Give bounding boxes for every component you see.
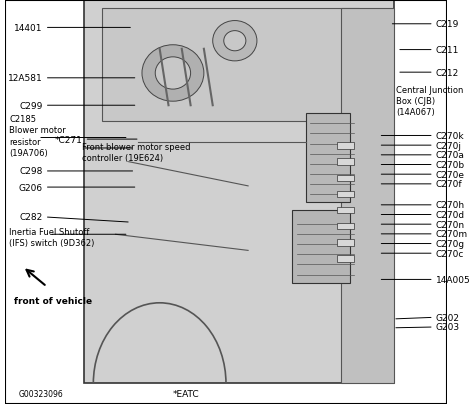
- Text: C282: C282: [19, 213, 43, 222]
- Text: C298: C298: [19, 167, 43, 176]
- Text: C270a: C270a: [436, 151, 465, 160]
- Text: front of vehicle: front of vehicle: [14, 296, 92, 305]
- Bar: [306, 114, 350, 202]
- Bar: [337, 175, 354, 181]
- Text: C270k: C270k: [436, 132, 465, 141]
- Circle shape: [155, 58, 191, 90]
- Bar: [337, 224, 354, 230]
- Text: C2185
Blower motor
resistor
(19A706): C2185 Blower motor resistor (19A706): [9, 115, 66, 157]
- Text: *EATC: *EATC: [173, 389, 200, 398]
- Bar: [337, 256, 354, 262]
- Text: 14401: 14401: [14, 24, 43, 33]
- Text: C212: C212: [436, 68, 459, 77]
- Bar: [341, 9, 394, 384]
- Text: Front blower motor speed
controller (19E624): Front blower motor speed controller (19E…: [82, 143, 191, 163]
- Circle shape: [142, 46, 204, 102]
- Bar: [84, 0, 394, 384]
- Text: G203: G203: [436, 323, 460, 332]
- Text: G202: G202: [436, 313, 460, 322]
- Bar: [102, 9, 359, 122]
- Text: C270e: C270e: [436, 170, 465, 179]
- Bar: [337, 143, 354, 149]
- Text: Inertia Fuel Shutoff
(IFS) switch (9D362): Inertia Fuel Shutoff (IFS) switch (9D362…: [9, 228, 95, 247]
- Text: C270j: C270j: [436, 141, 462, 150]
- Text: C270m: C270m: [436, 230, 468, 239]
- Text: *C271: *C271: [55, 135, 82, 144]
- Text: G00323096: G00323096: [18, 389, 63, 398]
- Text: C270d: C270d: [436, 211, 465, 220]
- Text: C270h: C270h: [436, 201, 465, 210]
- Text: 12A581: 12A581: [8, 74, 43, 83]
- Bar: [337, 207, 354, 214]
- Text: C299: C299: [19, 102, 43, 111]
- Bar: [337, 159, 354, 166]
- Text: C270c: C270c: [436, 249, 465, 258]
- Bar: [337, 239, 354, 246]
- Text: C270g: C270g: [436, 239, 465, 248]
- Text: 14A005: 14A005: [436, 275, 471, 284]
- Text: C219: C219: [436, 20, 459, 29]
- Circle shape: [213, 21, 257, 62]
- Text: G206: G206: [18, 183, 43, 192]
- Text: C270b: C270b: [436, 161, 465, 170]
- Text: Central Junction
Box (CJB)
(14A067): Central Junction Box (CJB) (14A067): [396, 85, 464, 117]
- Bar: [292, 211, 350, 283]
- Circle shape: [224, 32, 246, 52]
- Text: C211: C211: [436, 46, 459, 55]
- Text: C270n: C270n: [436, 220, 465, 229]
- Text: C270f: C270f: [436, 180, 463, 189]
- Bar: [337, 191, 354, 198]
